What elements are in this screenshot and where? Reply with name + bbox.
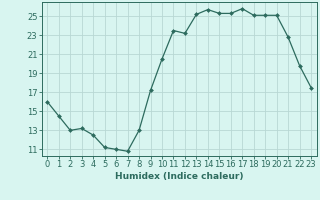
X-axis label: Humidex (Indice chaleur): Humidex (Indice chaleur)	[115, 172, 244, 181]
